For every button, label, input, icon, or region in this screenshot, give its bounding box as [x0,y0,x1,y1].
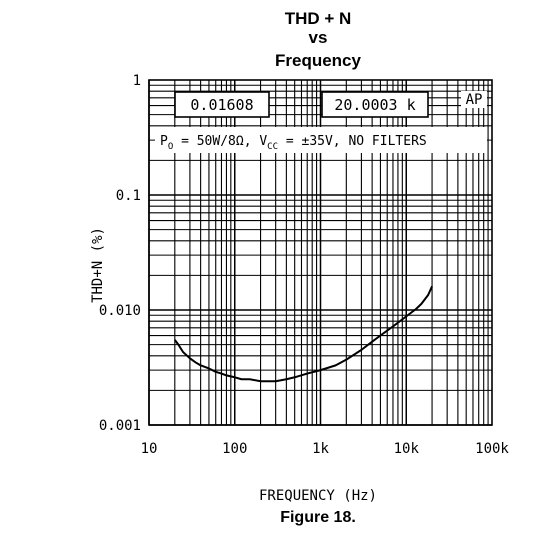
x-tick-labels: 10 100 1k 10k 100k [141,441,510,457]
y-tick-label: 0.010 [99,303,141,319]
condition-p-sub: O [168,142,173,152]
figure-caption: Figure 18. [280,509,356,526]
y-tick-label: 1 [133,73,141,89]
y-axis-label: THD+N (%) [90,227,106,303]
condition-annotation: PO = 50W/8Ω, VCC = ±35V, NO FILTERS [160,134,427,152]
readout-thd-value: 0.01608 [190,96,253,114]
x-tick-label: 100 [222,441,247,457]
readout-box-freq-bg [322,92,428,117]
condition-p: P [160,134,168,149]
chart-title-line-1: THD + N [285,9,352,28]
x-axis-label: FREQUENCY (Hz) [259,488,377,504]
x-tick-label: 10k [394,441,420,457]
condition-annotation-bg [155,127,487,153]
x-tick-label: 10 [141,441,158,457]
readout-box-freq-frame [321,91,429,118]
plot-frame [148,79,493,426]
x-tick-label: 1k [312,441,329,457]
condition-v-sub: CC [267,142,278,152]
y-tick-labels: 0.001 0.010 0.1 1 [99,73,141,434]
chart-title-line-2: vs [309,28,328,47]
ap-badge-bg [461,91,487,108]
condition-v-rest: = ±35V, NO FILTERS [278,134,427,149]
thd-n-curve [174,285,433,383]
ap-badge: AP [466,92,483,108]
y-tick-label: 0.001 [99,418,141,434]
readout-freq-value: 20.0003 k [334,96,415,114]
x-tick-label: 100k [475,441,509,457]
readout-box-thd-bg [175,92,269,117]
y-tick-label: 0.1 [116,188,141,204]
condition-p-rest: = 50W/8Ω, V [173,134,267,149]
readout-box-thd-frame [174,91,270,118]
chart-title-line-3: Frequency [275,51,362,70]
